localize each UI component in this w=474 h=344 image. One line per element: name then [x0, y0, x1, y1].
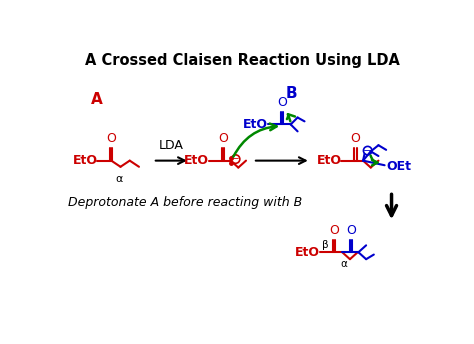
Text: EtO: EtO [243, 118, 268, 131]
Text: O: O [106, 132, 116, 145]
Text: A Crossed Claisen Reaction Using LDA: A Crossed Claisen Reaction Using LDA [85, 53, 401, 68]
Text: EtO: EtO [295, 246, 320, 259]
Text: EtO: EtO [317, 154, 341, 167]
Text: α: α [340, 259, 347, 269]
Text: EtO: EtO [73, 154, 97, 167]
Text: O: O [277, 96, 287, 109]
Text: O: O [346, 224, 356, 237]
Text: EtO: EtO [184, 154, 209, 167]
Text: Deprotonate A before reacting with B: Deprotonate A before reacting with B [68, 196, 302, 209]
Text: B: B [286, 86, 297, 101]
Text: O: O [350, 132, 360, 145]
Text: −: − [363, 146, 372, 155]
Text: O: O [329, 224, 339, 237]
Text: OEt: OEt [386, 160, 411, 173]
Text: −: − [231, 154, 240, 164]
Text: A: A [91, 92, 102, 107]
Text: β: β [322, 239, 328, 249]
Text: α: α [115, 174, 123, 184]
Text: LDA: LDA [159, 139, 184, 152]
Text: O: O [218, 132, 228, 145]
